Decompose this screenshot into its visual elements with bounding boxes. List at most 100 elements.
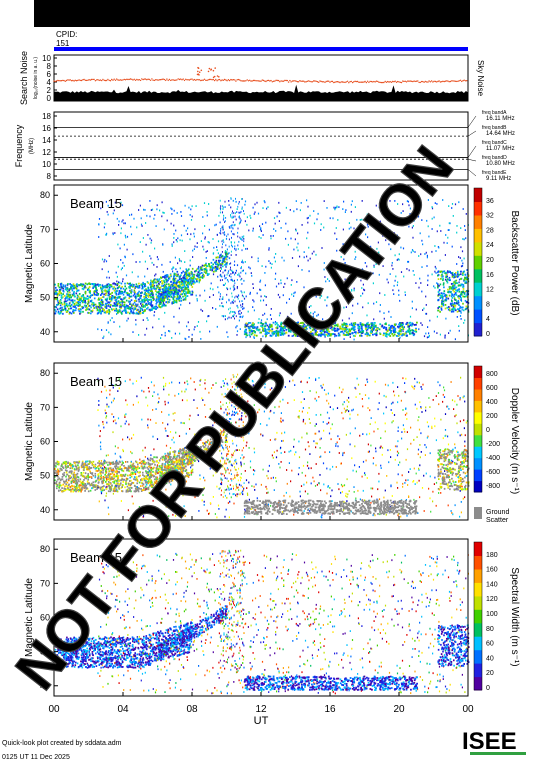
echo-cell bbox=[450, 283, 453, 285]
frequency-band-name: freq bandE bbox=[482, 170, 507, 176]
echo-cell bbox=[425, 251, 427, 254]
echo-cell bbox=[101, 310, 104, 312]
echo-cell bbox=[342, 228, 344, 231]
echo-cell bbox=[444, 304, 447, 306]
echo-cell bbox=[345, 324, 347, 327]
echo-cell bbox=[231, 295, 233, 298]
echo-cell bbox=[66, 305, 69, 308]
sky-noise-point bbox=[202, 79, 204, 81]
echo-cell bbox=[360, 270, 362, 272]
echo-cell bbox=[207, 315, 209, 318]
echo-cell bbox=[317, 325, 319, 328]
echo-cell bbox=[318, 333, 320, 336]
echo-cell bbox=[100, 305, 103, 307]
echo-cell bbox=[307, 334, 309, 336]
echo-cell bbox=[150, 288, 153, 290]
echo-cell bbox=[410, 251, 412, 254]
echo-cell bbox=[155, 281, 157, 284]
echo-cell bbox=[324, 276, 326, 278]
echo-cell bbox=[184, 454, 186, 457]
echo-cell bbox=[305, 330, 308, 333]
echo-cell bbox=[61, 297, 63, 299]
echo-cell bbox=[277, 332, 279, 335]
echo-cell bbox=[355, 332, 357, 335]
echo-cell bbox=[341, 330, 344, 333]
echo-cell bbox=[315, 295, 317, 298]
echo-cell bbox=[327, 323, 330, 326]
echo-cell bbox=[142, 319, 144, 321]
sky-noise-point bbox=[103, 79, 105, 82]
echo-cell bbox=[86, 295, 89, 298]
echo-cell bbox=[81, 305, 83, 308]
echo-cell bbox=[99, 470, 102, 472]
echo-cell bbox=[234, 241, 236, 244]
echo-cell bbox=[264, 272, 266, 274]
echo-cell bbox=[80, 472, 83, 474]
echo-cell bbox=[186, 279, 188, 281]
echo-cell bbox=[216, 325, 218, 328]
echo-cell bbox=[141, 285, 144, 288]
echo-cell bbox=[171, 458, 173, 461]
echo-cell bbox=[117, 484, 119, 487]
echo-cell bbox=[117, 312, 119, 314]
echo-cell bbox=[147, 287, 150, 289]
echo-cell bbox=[456, 263, 458, 265]
echo-cell bbox=[382, 327, 385, 329]
echo-cell bbox=[250, 333, 253, 336]
echo-cell bbox=[72, 285, 75, 288]
echo-cell bbox=[211, 269, 213, 272]
echo-cell bbox=[172, 282, 175, 285]
echo-cell bbox=[219, 274, 221, 277]
echo-cell bbox=[283, 286, 285, 288]
echo-cell bbox=[358, 271, 360, 273]
echo-cell bbox=[196, 299, 198, 302]
echo-cell bbox=[454, 273, 456, 276]
echo-cell bbox=[58, 286, 61, 289]
echo-cell bbox=[184, 277, 187, 280]
echo-cell bbox=[421, 219, 423, 221]
echo-cell bbox=[295, 200, 297, 202]
echo-cell bbox=[128, 307, 130, 310]
echo-cell bbox=[324, 299, 326, 302]
sky-noise-point bbox=[87, 79, 89, 82]
echo-cell bbox=[151, 292, 153, 294]
echo-cell bbox=[384, 323, 387, 325]
noise-floor bbox=[54, 84, 468, 101]
echo-cell bbox=[180, 279, 183, 281]
echo-cell bbox=[178, 285, 181, 288]
echo-cell bbox=[378, 206, 380, 209]
frequency-tick-label: 16 bbox=[42, 124, 51, 133]
echo-cell bbox=[405, 323, 408, 325]
echo-cell bbox=[249, 293, 251, 295]
echo-cell bbox=[366, 265, 368, 268]
echo-cell bbox=[68, 312, 71, 315]
echo-cell bbox=[402, 330, 404, 333]
echo-cell bbox=[112, 212, 114, 215]
echo-cell bbox=[57, 301, 60, 304]
echo-cell bbox=[232, 285, 234, 288]
echo-cell bbox=[224, 221, 226, 223]
echo-cell bbox=[246, 216, 248, 219]
echo-cell bbox=[238, 201, 240, 203]
echo-cell bbox=[163, 325, 165, 328]
echo-cell bbox=[92, 285, 95, 288]
echo-cell bbox=[408, 331, 411, 334]
sky-noise-point bbox=[121, 79, 123, 81]
echo-cell bbox=[162, 290, 164, 293]
echo-cell bbox=[307, 231, 309, 234]
echo-cell bbox=[404, 291, 406, 294]
echo-cell bbox=[374, 256, 376, 259]
echo-cell bbox=[445, 298, 448, 301]
noise-tick-label: 10 bbox=[42, 54, 51, 63]
echo-cell bbox=[408, 204, 410, 207]
echo-cell bbox=[102, 301, 104, 303]
colorbar-tick-label: 12 bbox=[486, 287, 494, 294]
echo-cell bbox=[318, 326, 321, 329]
echo-cell bbox=[266, 328, 269, 331]
echo-cell bbox=[80, 308, 82, 311]
echo-cell bbox=[122, 305, 125, 307]
echo-cell bbox=[182, 270, 184, 273]
echo-cell bbox=[180, 274, 182, 277]
echo-cell bbox=[421, 290, 423, 293]
echo-cell bbox=[181, 288, 183, 290]
